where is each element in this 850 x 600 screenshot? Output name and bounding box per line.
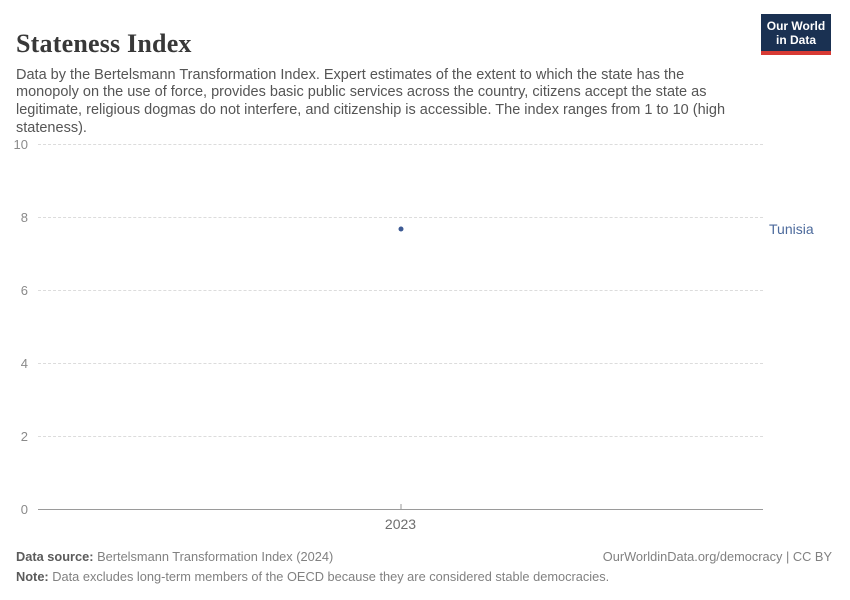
note-text: Note: Data excludes long-term members of… xyxy=(16,569,609,584)
gridline-y-10: 10 xyxy=(14,137,763,152)
entity-label-tunisia[interactable]: Tunisia xyxy=(769,220,814,237)
gridline-y-8: 8 xyxy=(21,210,763,225)
chart-footer: Data source: Bertelsmann Transformation … xyxy=(16,547,832,586)
owid-logo-line2: in Data xyxy=(775,33,816,47)
note-value: Data excludes long-term members of the O… xyxy=(52,568,610,584)
data-source-text: Data source: Bertelsmann Transformation … xyxy=(16,547,333,567)
y-tick-label-10: 10 xyxy=(13,136,28,152)
data-point-tunisia[interactable] xyxy=(398,226,403,232)
y-tick-label-0: 0 xyxy=(20,501,28,517)
gridline-y-2: 2 xyxy=(21,429,763,444)
owid-logo: Our World in Data xyxy=(761,14,831,55)
y-tick-label-8: 8 xyxy=(20,209,28,225)
gridline-y-6: 6 xyxy=(21,283,763,298)
data-source-label: Data source: xyxy=(16,549,94,564)
owid-cc-link[interactable]: OurWorldinData.org/democracy | CC BY xyxy=(602,549,832,564)
y-tick-label-6: 6 xyxy=(20,282,28,298)
data-source-value: Bertelsmann Transformation Index (2024) xyxy=(97,549,334,564)
y-tick-label-2: 2 xyxy=(20,428,28,444)
gridline-y-4: 4 xyxy=(21,356,763,371)
plot-area: 0 2 4 6 8 10 2023 Tunisia xyxy=(14,137,814,532)
y-tick-label-4: 4 xyxy=(20,355,28,371)
x-tick-2023 xyxy=(400,504,401,510)
page-title: Stateness Index xyxy=(16,29,192,59)
owid-logo-line1: Our World xyxy=(766,19,826,33)
x-tick-label-2023: 2023 xyxy=(384,516,417,532)
chart-subtitle: Data by the Bertelsmann Transformation I… xyxy=(16,66,726,136)
note-label: Note: xyxy=(16,568,49,584)
